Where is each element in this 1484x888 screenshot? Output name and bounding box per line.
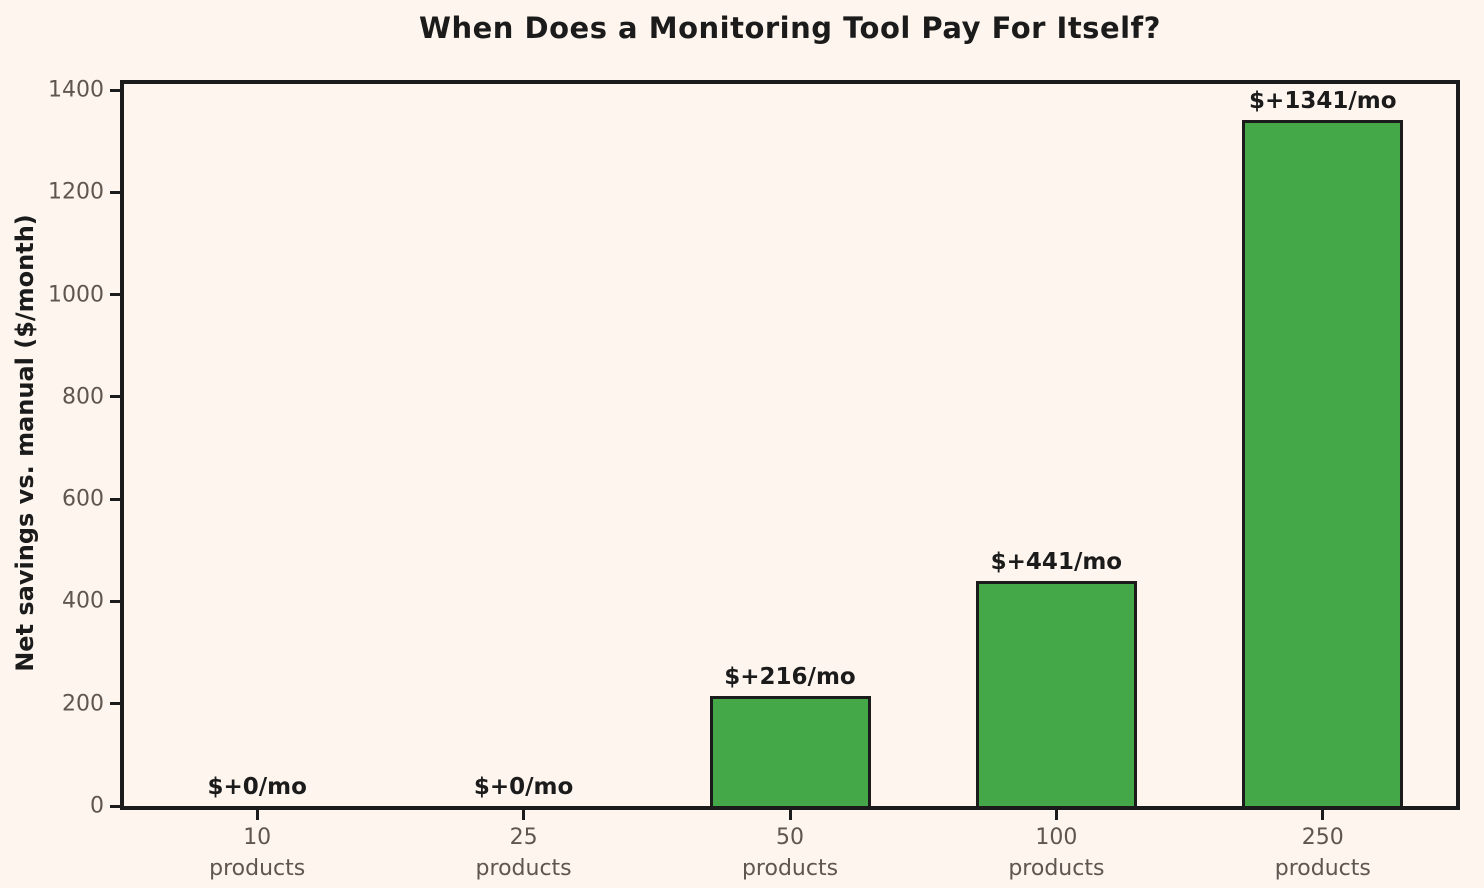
chart-title: When Does a Monitoring Tool Pay For Itse… (418, 11, 1161, 45)
y-tick-label: 600 (62, 486, 104, 512)
x-tick-mark (522, 810, 526, 820)
x-tick-label-25-products: 25 products (475, 825, 572, 882)
y-tick-label: 800 (62, 384, 104, 410)
y-tick-mark (110, 88, 120, 92)
y-axis-label-text: Net savings vs. manual ($/month) (11, 214, 39, 672)
x-tick-label-100-products: 100 products (1008, 825, 1105, 882)
bar-value-label-250-products: $+1341/mo (1249, 88, 1397, 115)
x-tick-mark (1054, 810, 1058, 820)
x-tick-mark (788, 810, 792, 820)
y-tick-label: 1400 (48, 77, 104, 103)
bar-value-label-50-products: $+216/mo (724, 663, 856, 690)
bar-value-label-100-products: $+441/mo (990, 548, 1123, 575)
y-tick-label: 0 (90, 793, 104, 819)
y-tick-mark (110, 395, 120, 399)
bar-100-products (975, 580, 1137, 806)
y-tick-mark (110, 599, 120, 603)
bar-value-label-10-products: $+0/mo (207, 774, 307, 800)
x-tick-label-250-products: 250 products (1274, 825, 1371, 882)
x-tick-mark (255, 810, 259, 820)
x-tick-label-50-products: 50 products (741, 825, 839, 882)
y-tick-label: 200 (62, 691, 104, 717)
bar-50-products (709, 695, 871, 806)
x-tick-mark (1321, 810, 1325, 820)
y-axis-label: Net savings vs. manual ($/month) (11, 214, 39, 672)
y-tick-label: 1000 (48, 282, 104, 308)
y-tick-label: 1200 (48, 179, 104, 205)
y-tick-mark (110, 804, 120, 808)
bar-250-products (1242, 120, 1404, 806)
plot-area: 0 200 400 600 800 1000 1200 1400 $+0/mo 10 product… (48, 78, 1460, 881)
y-tick-label: 400 (62, 588, 104, 614)
y-tick-mark (110, 702, 120, 706)
y-tick-mark (110, 497, 120, 501)
x-tick-label-10-products: 10 products (209, 825, 306, 882)
y-tick-mark (110, 293, 120, 297)
bar-value-label-25-products: $+0/mo (473, 774, 574, 800)
y-tick-mark (110, 190, 120, 194)
